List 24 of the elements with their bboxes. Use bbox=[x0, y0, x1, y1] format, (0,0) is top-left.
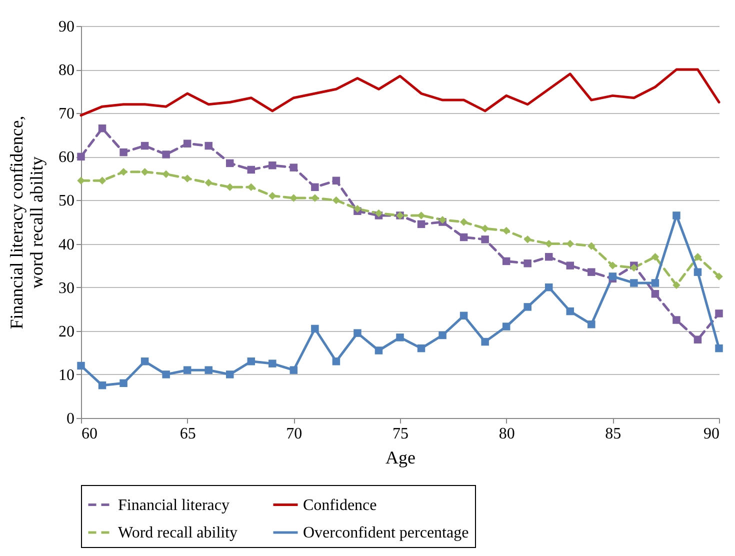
y-tick-label: 50 bbox=[58, 192, 74, 210]
x-tick-label: 60 bbox=[82, 426, 98, 442]
legend-label: Confidence bbox=[303, 496, 377, 514]
x-tick-label: 85 bbox=[605, 426, 622, 442]
y-tick-label: 0 bbox=[66, 410, 74, 428]
y-tick-label: 10 bbox=[58, 366, 74, 384]
legend-label: Word recall ability bbox=[118, 524, 238, 542]
legend-label: Financial literacy bbox=[118, 496, 230, 514]
y-tick-label: 40 bbox=[58, 236, 74, 254]
x-tick-label: 70 bbox=[286, 426, 302, 442]
legend-label: Overconfident percentage bbox=[303, 524, 469, 542]
y-tick-label: 30 bbox=[58, 280, 74, 297]
y-tick-label: 60 bbox=[58, 149, 74, 166]
x-tick-label: 90 bbox=[704, 426, 720, 442]
x-tick-label: 80 bbox=[498, 426, 515, 442]
y-tick-label: 90 bbox=[58, 18, 74, 36]
y-axis-title: Financial literacy confidence, word recall ability bbox=[6, 116, 46, 330]
y-tick-label: 80 bbox=[58, 62, 74, 80]
y-tick-label: 70 bbox=[58, 106, 74, 123]
x-axis-title: Age bbox=[386, 448, 416, 468]
x-tick-label: 65 bbox=[180, 426, 196, 442]
y-tick-label: 20 bbox=[58, 323, 74, 340]
x-tick-label: 75 bbox=[392, 426, 408, 442]
line-series bbox=[80, 68, 720, 117]
